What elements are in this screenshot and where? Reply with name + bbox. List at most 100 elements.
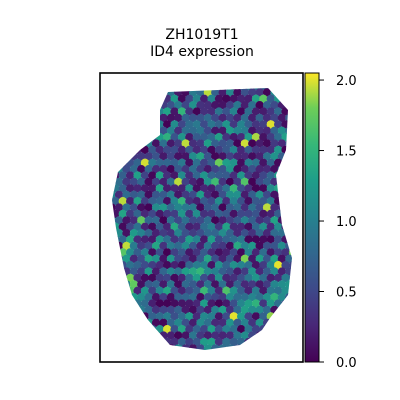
expression-spot: [218, 293, 227, 302]
expression-spot: [277, 139, 287, 148]
expression-spot: [170, 107, 179, 116]
expression-spot: [237, 261, 246, 270]
expression-spot: [229, 171, 238, 180]
expression-spot: [159, 216, 168, 225]
expression-spot: [112, 101, 116, 110]
expression-spot: [248, 280, 257, 289]
expression-spot: [126, 133, 135, 142]
expression-spot: [244, 158, 253, 167]
expression-spot: [174, 216, 183, 225]
expression-spot: [188, 139, 198, 148]
expression-spot: [192, 171, 201, 180]
expression-spot: [225, 177, 235, 187]
expression-spot: [155, 158, 164, 167]
expression-spot: [285, 101, 292, 110]
expression-spot: [266, 184, 275, 193]
expression-spot: [126, 145, 135, 155]
expression-spot: [222, 184, 231, 193]
expression-spot: [144, 305, 153, 315]
expression-spot: [244, 325, 253, 334]
expression-spot: [151, 344, 161, 350]
expression-spot: [240, 305, 250, 315]
expression-spot: [170, 286, 179, 295]
expression-spot: [266, 235, 275, 244]
expression-spot: [218, 216, 227, 225]
expression-spot: [233, 293, 242, 302]
expression-spot: [196, 267, 205, 276]
expression-spot: [248, 305, 257, 315]
expression-spot: [196, 177, 205, 187]
expression-spot: [112, 286, 120, 295]
expression-spot: [255, 88, 264, 97]
expression-spot: [200, 337, 209, 347]
expression-spot: [144, 216, 153, 225]
expression-spot: [214, 184, 224, 193]
expression-spot: [166, 280, 176, 289]
expression-spot: [266, 171, 275, 180]
expression-spot: [222, 197, 231, 206]
expression-spot: [112, 152, 116, 161]
expression-spot: [177, 145, 187, 155]
expression-spot: [203, 152, 213, 161]
expression-spot: [207, 158, 216, 167]
expression-spot: [114, 113, 124, 123]
plot-frame: [99, 72, 304, 363]
expression-spot: [251, 312, 261, 321]
expression-spot: [151, 293, 161, 302]
expression-spot: [122, 318, 131, 327]
expression-spot: [255, 126, 264, 135]
expression-spot: [274, 248, 283, 257]
expression-spot: [159, 190, 168, 199]
expression-spot: [288, 107, 292, 116]
expression-spot: [159, 88, 168, 97]
expression-spot: [188, 331, 198, 340]
expression-spot: [237, 222, 246, 231]
expression-spot: [203, 126, 213, 135]
expression-spot: [218, 331, 227, 340]
expression-spot: [112, 280, 116, 289]
expression-spot: [129, 331, 139, 340]
expression-spot: [262, 152, 272, 161]
expression-spot: [222, 273, 231, 283]
expression-spot: [181, 113, 190, 123]
chart-subtitle: ID4 expression: [150, 44, 254, 60]
expression-spot: [137, 267, 146, 276]
expression-spot: [274, 235, 283, 244]
expression-spot: [112, 107, 113, 116]
expression-spot: [112, 248, 113, 257]
expression-spot: [126, 337, 135, 347]
expression-spot: [266, 222, 275, 231]
expression-spot: [140, 325, 150, 334]
expression-spot: [288, 299, 292, 308]
expression-spot: [185, 261, 194, 270]
expression-spot: [207, 299, 216, 308]
expression-spot: [192, 197, 201, 206]
expression-spot: [151, 88, 161, 97]
expression-spot: [251, 107, 261, 116]
expression-spot: [196, 203, 205, 212]
expression-spot: [159, 318, 168, 327]
expression-spot: [188, 293, 198, 302]
expression-spot: [129, 267, 139, 276]
expression-spot: [177, 286, 187, 295]
expression-spot: [181, 267, 190, 276]
expression-spot: [211, 267, 220, 276]
expression-spot: [259, 145, 268, 155]
expression-spot: [244, 312, 253, 321]
expression-spot: [288, 235, 292, 244]
expression-spot: [188, 305, 198, 315]
expression-spot: [288, 171, 292, 180]
expression-spot: [133, 209, 142, 219]
expression-spot: [196, 190, 205, 199]
expression-spot: [262, 203, 272, 212]
expression-spot: [225, 203, 235, 212]
expression-spot: [203, 331, 213, 340]
expression-spot: [133, 312, 142, 321]
expression-spot: [266, 94, 275, 104]
expression-spot: [211, 331, 220, 340]
expression-spot: [122, 344, 131, 350]
expression-spot: [166, 229, 176, 238]
expression-spot: [185, 94, 194, 104]
expression-spot: [214, 325, 224, 334]
